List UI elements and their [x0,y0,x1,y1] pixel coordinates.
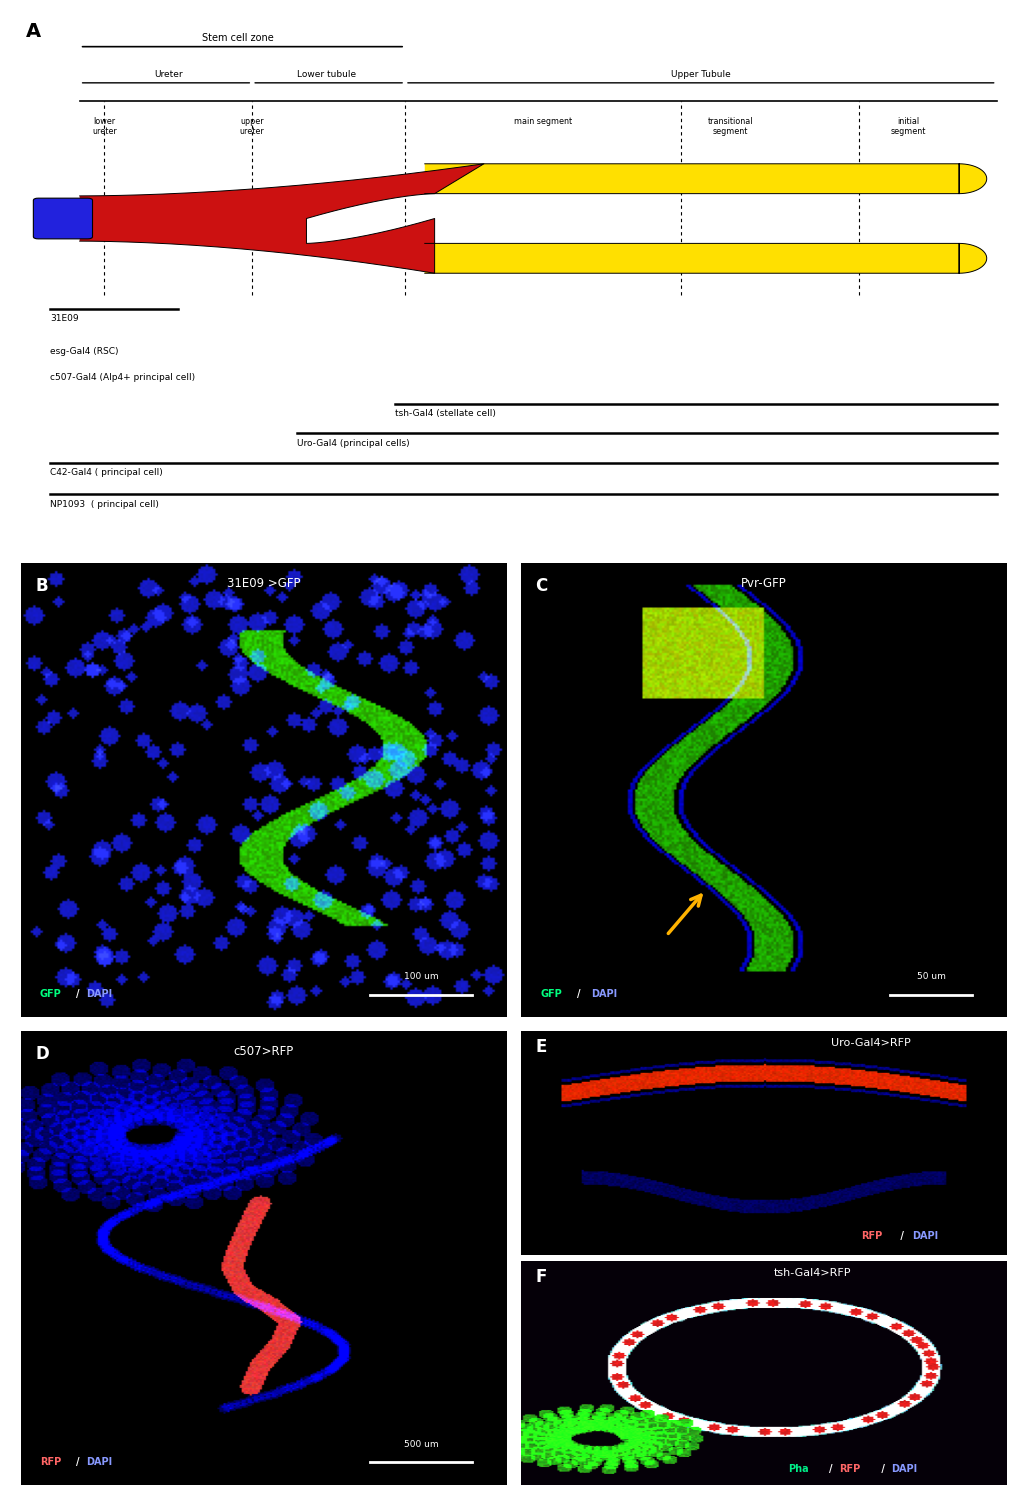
Text: D: D [35,1044,49,1062]
Text: GFP: GFP [540,988,562,999]
Text: A: A [26,22,41,40]
Text: Lower tubule: Lower tubule [297,70,355,80]
Text: /: / [576,988,583,999]
Text: transitional
segment: transitional segment [708,117,753,136]
Text: c507>RFP: c507>RFP [233,1044,294,1058]
Text: RFP: RFP [40,1456,62,1467]
Text: DAPI: DAPI [592,988,617,999]
Text: esg-Gal4 (RSC): esg-Gal4 (RSC) [50,348,118,357]
Text: upper
ureter: upper ureter [240,117,265,136]
Text: DAPI: DAPI [912,1232,938,1240]
Text: 500 um: 500 um [404,1440,439,1449]
Text: 31E09 >GFP: 31E09 >GFP [227,578,300,590]
Text: Upper Tubule: Upper Tubule [671,70,730,80]
FancyBboxPatch shape [33,198,92,238]
Text: F: F [535,1268,546,1286]
Polygon shape [425,164,987,194]
Text: lower
ureter: lower ureter [92,117,117,136]
Text: initial
segment: initial segment [890,117,925,136]
Polygon shape [80,164,484,273]
Text: /: / [76,988,80,999]
Text: Pvr-GFP: Pvr-GFP [740,578,787,590]
Text: /: / [76,1456,80,1467]
Text: C42-Gal4 ( principal cell): C42-Gal4 ( principal cell) [50,468,163,477]
Text: 50 um: 50 um [917,972,946,981]
Text: /: / [898,1232,904,1240]
Text: /: / [829,1464,833,1474]
Text: Ureter: Ureter [154,70,183,80]
Text: E: E [535,1038,546,1056]
Text: tsh-Gal4 (stellate cell): tsh-Gal4 (stellate cell) [395,410,496,419]
Text: Uro-Gal4>RFP: Uro-Gal4>RFP [831,1038,910,1047]
Text: c507-Gal4 (Alp4+ principal cell): c507-Gal4 (Alp4+ principal cell) [50,374,195,382]
Text: /: / [878,1464,884,1474]
Text: main segment: main segment [515,117,572,126]
Polygon shape [425,243,987,273]
Text: GFP: GFP [40,988,62,999]
Text: RFP: RFP [839,1464,861,1474]
Text: Stem cell zone: Stem cell zone [201,33,273,44]
Text: Uro-Gal4 (principal cells): Uro-Gal4 (principal cells) [297,440,409,448]
Text: DAPI: DAPI [86,1456,112,1467]
Text: 100 um: 100 um [404,972,439,981]
Text: Pha: Pha [788,1464,808,1474]
Text: B: B [35,578,47,596]
Text: C: C [535,578,547,596]
Text: RFP: RFP [861,1232,882,1240]
Text: tsh-Gal4>RFP: tsh-Gal4>RFP [773,1268,851,1278]
Text: DAPI: DAPI [86,988,112,999]
Text: NP1093  ( principal cell): NP1093 ( principal cell) [50,500,159,508]
Text: 31E09: 31E09 [50,315,79,324]
Text: DAPI: DAPI [890,1464,917,1474]
